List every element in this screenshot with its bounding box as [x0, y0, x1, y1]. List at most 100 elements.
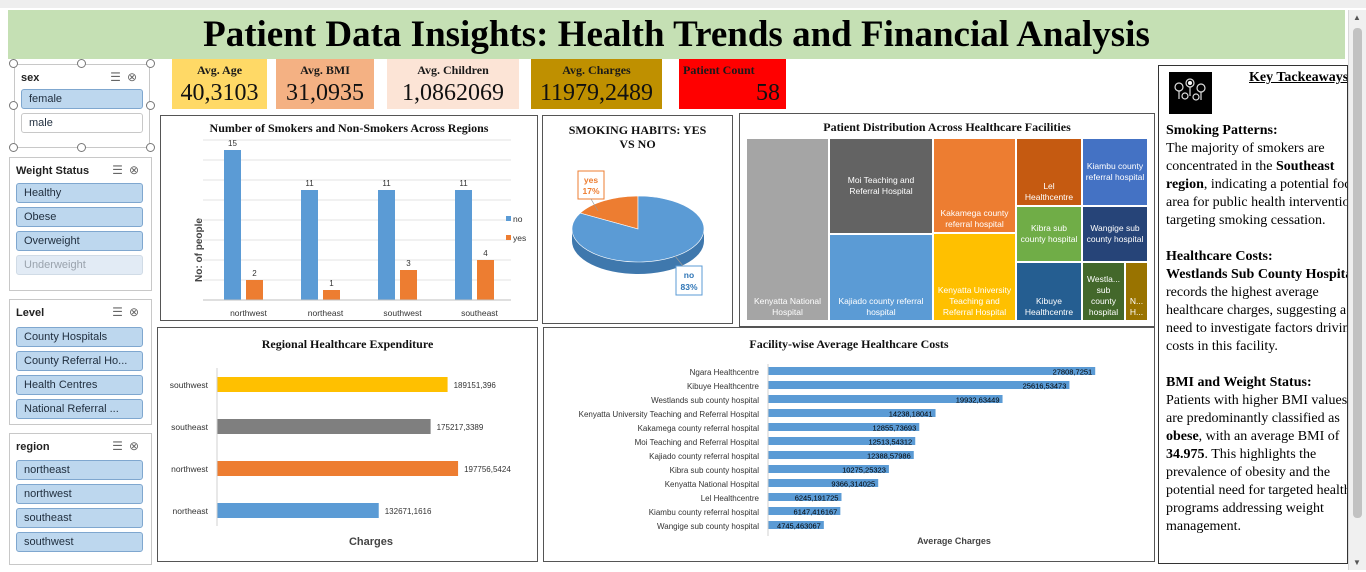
- resize-handle-icon[interactable]: [9, 59, 18, 68]
- kpi-value: 11979,2489: [539, 80, 654, 106]
- slicer-region-header: region: [16, 441, 50, 453]
- slicer-region-icons: ☰⊗: [112, 439, 145, 453]
- bar-no: [378, 190, 395, 300]
- takeaway-costs-text: records the highest average healthcare c…: [1166, 285, 1348, 354]
- kpi-label: Avg. BMI: [300, 63, 350, 77]
- treemap-cell: Kiambu county referral hospital: [1082, 138, 1148, 206]
- clear-filter-icon[interactable]: ⊗: [128, 439, 145, 453]
- slicer-weight-status[interactable]: Weight Status ☰⊗ Healthy Obese Overweight U…: [9, 157, 152, 291]
- legend-swatch: [506, 216, 511, 221]
- svg-text:yes: yes: [584, 175, 598, 185]
- category-label: northwest: [230, 308, 267, 318]
- slicer-level[interactable]: Level ☰⊗ County Hospitals County Referral…: [9, 299, 152, 425]
- takeaway-costs-head: Healthcare Costs:: [1166, 249, 1273, 264]
- takeaway-bmi-text-2: , with an average BMI of: [1198, 429, 1340, 444]
- resize-handle-icon[interactable]: [9, 143, 18, 152]
- kpi-value: 31,0935: [286, 80, 364, 106]
- multi-select-icon[interactable]: ☰: [110, 70, 127, 84]
- clear-filter-icon[interactable]: ⊗: [128, 163, 145, 177]
- data-label: 14238,18041: [889, 410, 933, 419]
- slicer-sex-item[interactable]: male: [21, 113, 143, 133]
- svg-text:17%: 17%: [582, 186, 599, 196]
- data-label: 11: [459, 179, 468, 188]
- bar-no: [224, 150, 241, 300]
- takeaway-bmi-bold-2: 34.975: [1166, 447, 1205, 462]
- facility-bar: [768, 479, 879, 487]
- resize-handle-icon[interactable]: [146, 101, 155, 110]
- data-label: 197756,5424: [464, 465, 511, 474]
- kpi-card: Avg. Children 1,0862069: [387, 59, 519, 109]
- resize-handle-icon[interactable]: [77, 143, 86, 152]
- category-label: Kibuye Healthcentre: [687, 382, 760, 391]
- svg-text:83%: 83%: [680, 282, 697, 292]
- facility-chart-title: Facility-wise Average Healthcare Costs: [749, 337, 949, 351]
- multi-select-icon[interactable]: ☰: [112, 305, 129, 319]
- smoking-pie-title: SMOKING HABITS: YES VS NO: [543, 123, 732, 151]
- slicer-level-icons: ☰⊗: [112, 305, 145, 319]
- expenditure-chart: southwest 189151,396 southeast 175217,3389 n…: [170, 368, 511, 548]
- slicer-weight-item[interactable]: Healthy: [16, 183, 143, 203]
- slicer-region-item[interactable]: northwest: [16, 484, 143, 504]
- slicer-weight-item[interactable]: Obese: [16, 207, 143, 227]
- slicer-sex-item[interactable]: female: [21, 89, 143, 109]
- clear-filter-icon[interactable]: ⊗: [126, 70, 143, 84]
- category-label: southwest: [383, 308, 422, 318]
- data-label: 6147,416167: [794, 508, 838, 517]
- legend-swatch: [506, 235, 511, 240]
- facility-bar: [768, 367, 1096, 375]
- slicer-level-item[interactable]: County Hospitals: [16, 327, 143, 347]
- data-label: 10275,25323: [842, 466, 886, 475]
- leader-line: [674, 255, 684, 267]
- bar-no: [455, 190, 472, 300]
- key-takeaways-header: Key Tackeaways: [1249, 70, 1348, 85]
- slicer-level-item[interactable]: Health Centres: [16, 375, 143, 395]
- resize-handle-icon[interactable]: [9, 101, 18, 110]
- slicer-level-item[interactable]: National Referral ...: [16, 399, 143, 419]
- multi-select-icon[interactable]: ☰: [112, 439, 129, 453]
- expenditure-bar: [217, 419, 431, 434]
- slicer-region[interactable]: region ☰⊗ northeast northwest southeast sou…: [9, 433, 152, 565]
- takeaway-bmi-text: Patients with higher BMI values are pred…: [1166, 393, 1348, 426]
- resize-handle-icon[interactable]: [146, 59, 155, 68]
- legend-label: no: [513, 214, 523, 224]
- data-label: 25616,53473: [1023, 382, 1067, 391]
- data-label: 2: [252, 269, 257, 278]
- facility-bar: [768, 465, 889, 473]
- slicer-weight-item[interactable]: Underweight: [16, 255, 143, 275]
- data-label: 27808,7251: [1053, 368, 1093, 377]
- scrollbar-thumb[interactable]: [1353, 28, 1362, 518]
- slicer-weight-item[interactable]: Overweight: [16, 231, 143, 251]
- slicer-sex[interactable]: sex ☰⊗ female male: [14, 64, 150, 148]
- facility-bar: [768, 409, 936, 417]
- resize-handle-icon[interactable]: [146, 143, 155, 152]
- takeaway-smoking-bold: Southeast region: [1166, 159, 1335, 192]
- treemap-cell: Kenyatta National Hospital: [746, 138, 829, 321]
- slicer-region-item[interactable]: southwest: [16, 532, 143, 552]
- vertical-scrollbar[interactable]: ▲ ▼: [1348, 10, 1366, 570]
- category-label: Kenyatta University Teaching and Referra…: [579, 410, 760, 419]
- category-label: Westlands sub county hospital: [651, 396, 759, 405]
- clear-filter-icon[interactable]: ⊗: [128, 305, 145, 319]
- multi-select-icon[interactable]: ☰: [112, 163, 129, 177]
- slicer-region-item[interactable]: northeast: [16, 460, 143, 480]
- data-label: 1: [329, 279, 334, 288]
- expenditure-bar: [217, 503, 379, 518]
- treemap-cell: Lel Healthcentre: [1016, 138, 1082, 206]
- resize-handle-icon[interactable]: [77, 59, 86, 68]
- data-label: 175217,3389: [437, 423, 484, 432]
- data-label: 12388,57986: [867, 452, 911, 461]
- data-label: 189151,396: [454, 381, 497, 390]
- scroll-down-icon[interactable]: ▼: [1353, 558, 1361, 567]
- slicer-region-item[interactable]: southeast: [16, 508, 143, 528]
- slicer-weight-icons: ☰⊗: [112, 163, 145, 177]
- data-label: 132671,1616: [385, 507, 432, 516]
- pie-label-no: no 83%: [675, 265, 703, 296]
- slicer-level-item[interactable]: County Referral Ho...: [16, 351, 143, 371]
- bar-yes: [477, 260, 494, 300]
- key-takeaways-text: Smoking Patterns: The majority of smoker…: [1166, 122, 1348, 554]
- smoking-pie-title-line2: VS NO: [619, 137, 656, 151]
- scroll-up-icon[interactable]: ▲: [1353, 13, 1361, 22]
- category-label: northeast: [173, 506, 209, 516]
